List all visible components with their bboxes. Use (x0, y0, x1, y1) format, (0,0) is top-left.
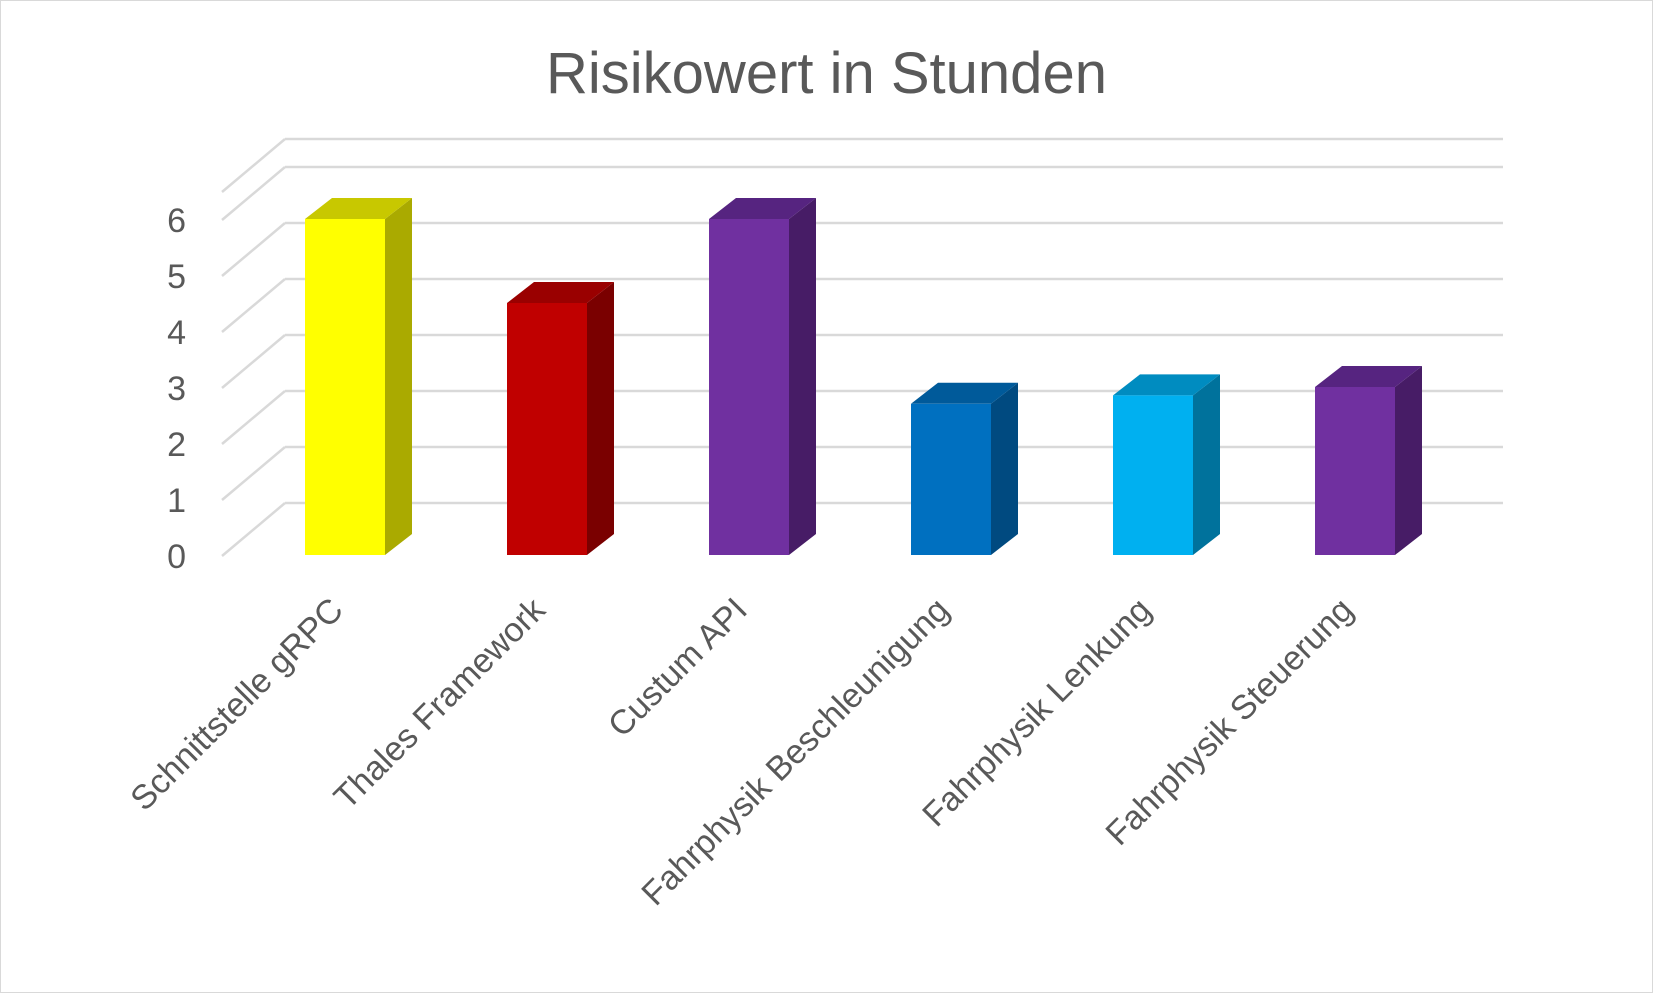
gridline-depth (221, 334, 286, 389)
bar (1113, 374, 1220, 555)
x-tick-label: Thales Framework (327, 590, 554, 817)
y-tick-label: 0 (167, 538, 186, 576)
bar-front (305, 219, 385, 555)
bar-top (305, 198, 412, 219)
y-tick-label: 5 (167, 258, 186, 296)
bar-front (1113, 395, 1193, 555)
bar-side (1193, 374, 1220, 555)
gridline-depth (221, 278, 286, 333)
bar-side (587, 282, 614, 555)
x-tick-label: Fahrphysik Lenkung (915, 591, 1158, 834)
bar (911, 382, 1018, 555)
bar (507, 282, 614, 555)
y-tick-label: 3 (167, 370, 186, 408)
gridline-depth (221, 446, 286, 501)
chart-title: Risikowert in Stunden (546, 41, 1107, 106)
bar-top (709, 198, 816, 219)
gridline-depth (221, 502, 286, 557)
bar-side (385, 198, 412, 555)
bar-front (1315, 387, 1395, 555)
bar (1315, 366, 1422, 555)
y-tick-label: 6 (167, 202, 186, 240)
gridlines (221, 137, 1503, 557)
y-tick-label: 1 (167, 482, 186, 520)
bar-front (709, 219, 789, 555)
bar-top (1113, 374, 1220, 396)
bars (305, 198, 1422, 555)
x-tick-label: Schnittstelle gRPC (123, 591, 350, 818)
bar-side (1395, 366, 1422, 555)
gridline-depth (221, 138, 286, 193)
bar-front (911, 403, 991, 555)
gridline-depth (221, 166, 286, 221)
y-axis-ticks: 0 1 2 3 4 5 6 (167, 202, 186, 576)
bar-side (789, 198, 816, 555)
y-tick-label: 4 (167, 314, 186, 352)
bar-top (507, 282, 614, 303)
gridline-depth (221, 222, 286, 277)
bar-front (507, 303, 587, 555)
gridline-depth (221, 390, 286, 445)
bar-side (991, 382, 1018, 555)
bar (305, 198, 412, 555)
bar (709, 198, 816, 555)
bar-top (1315, 366, 1422, 387)
bar-top (911, 382, 1018, 404)
y-tick-label: 2 (167, 426, 186, 464)
x-tick-label: Custum API (601, 591, 755, 745)
